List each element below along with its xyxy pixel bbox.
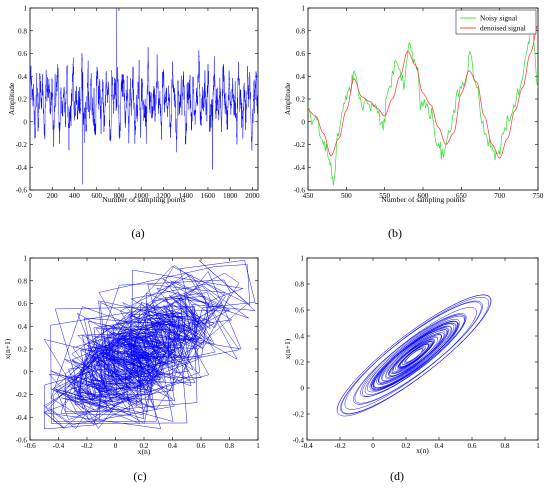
y-tick-label: -0.2 bbox=[293, 411, 305, 419]
panel-label: (a) bbox=[131, 226, 144, 240]
x-tick-label: 200 bbox=[47, 192, 58, 200]
x-tick-label: 1800 bbox=[223, 192, 238, 200]
panel-b: 450 500 550 600 650 700 750 -0.6 -0.4 -0.2 0 0.2 0.4… bbox=[283, 5, 544, 241]
y-tick-label: -0.2 bbox=[294, 141, 306, 149]
y-tick-label: -0.4 bbox=[16, 164, 28, 172]
y-tick-label: 0.4 bbox=[296, 73, 305, 81]
x-tick-label: -0.4 bbox=[53, 442, 65, 450]
y-axis-label: Amplitude bbox=[7, 82, 16, 115]
y-tick-label: 0.6 bbox=[18, 50, 27, 58]
y-tick-label: 0.2 bbox=[296, 96, 305, 104]
x-tick-label: 800 bbox=[114, 192, 125, 200]
x-tick-label: 0.6 bbox=[468, 442, 477, 450]
panel-d: -0.4 -0.2 0 0.2 0.4 0.6 0.8 1 -0.4 -0.2 0 0.2 0.4 0.6… bbox=[283, 255, 540, 484]
x-tick-label: 2000 bbox=[245, 192, 260, 200]
y-tick-label: -0.6 bbox=[294, 187, 306, 195]
x-axis-label: Number of sampling points bbox=[381, 195, 464, 204]
y-tick-label: -0.4 bbox=[294, 164, 306, 172]
x-tick-label: 0 bbox=[28, 192, 32, 200]
y-tick-label: 1 bbox=[23, 255, 27, 263]
x-tick-label: 0.6 bbox=[197, 442, 206, 450]
y-tick-label: 0.2 bbox=[295, 359, 304, 367]
y-tick-label: -0.6 bbox=[16, 187, 28, 195]
y-tick-label: 0.6 bbox=[295, 307, 304, 315]
x-tick-label: 400 bbox=[69, 192, 80, 200]
panel-label: (b) bbox=[388, 226, 402, 240]
y-tick-label: 0.8 bbox=[18, 277, 27, 285]
x-tick-label: 1 bbox=[256, 442, 260, 450]
x-axis-label: Number of sampling points bbox=[102, 195, 185, 204]
x-tick-label: 650 bbox=[456, 192, 467, 200]
y-tick-label: 0 bbox=[23, 368, 27, 376]
y-tick-label: 0.8 bbox=[18, 27, 27, 35]
noisy-signal-line bbox=[308, 21, 538, 186]
denoised-phase-trajectory bbox=[336, 294, 492, 417]
x-tick-label: 700 bbox=[494, 192, 505, 200]
x-tick-label: 0.2 bbox=[140, 442, 149, 450]
x-tick-label: 0.4 bbox=[168, 442, 177, 450]
x-tick-label: -0.2 bbox=[334, 442, 346, 450]
denoised-signal-line bbox=[308, 24, 538, 159]
y-tick-label: 0 bbox=[300, 385, 304, 393]
y-tick-label: 0.4 bbox=[295, 333, 304, 341]
x-axis-label: x(n) bbox=[416, 446, 429, 455]
y-tick-label: 0.8 bbox=[295, 281, 304, 289]
x-tick-label: 600 bbox=[418, 192, 429, 200]
x-tick-label: 0.4 bbox=[435, 442, 444, 450]
x-tick-label: 1 bbox=[536, 442, 540, 450]
x-tick-label: 1600 bbox=[201, 192, 216, 200]
y-tick-label: 0.8 bbox=[296, 27, 305, 35]
panel-c: -0.6 -0.4 -0.2 0 0.2 0.4 0.6 0.8 1 -0.6 -0.4 -0.2 0 0… bbox=[3, 255, 260, 484]
y-tick-label: 0 bbox=[301, 118, 305, 126]
y-tick-label: 0.4 bbox=[18, 323, 27, 331]
y-tick-label: 0.2 bbox=[18, 96, 27, 104]
x-tick-label: 1400 bbox=[179, 192, 194, 200]
y-tick-label: -0.4 bbox=[293, 437, 305, 445]
x-tick-label: 500 bbox=[341, 192, 352, 200]
y-tick-label: -0.6 bbox=[16, 437, 28, 445]
y-tick-label: -0.2 bbox=[16, 391, 28, 399]
plot-frame bbox=[29, 7, 259, 191]
panel-label: (c) bbox=[133, 469, 146, 483]
panel-a: 0 200 400 600 800 1000 1200 1400 1600 1800 2000 -0.… bbox=[7, 5, 260, 241]
x-tick-label: -0.6 bbox=[24, 442, 36, 450]
plot-frame bbox=[307, 7, 539, 191]
plot-frame bbox=[306, 257, 539, 441]
y-axis-label: x(n+1) bbox=[3, 338, 12, 359]
y-tick-label: 0.6 bbox=[296, 50, 305, 58]
x-tick-label: 750 bbox=[533, 192, 544, 200]
y-axis-label: x(n+1) bbox=[283, 338, 292, 359]
y-tick-label: 0.6 bbox=[18, 300, 27, 308]
x-tick-label: -0.4 bbox=[301, 442, 313, 450]
signal-series-line bbox=[30, 8, 258, 185]
y-tick-label: 0.2 bbox=[18, 346, 27, 354]
y-tick-label: -0.2 bbox=[16, 141, 28, 149]
x-tick-label: 0 bbox=[371, 442, 375, 450]
x-tick-label: 0.2 bbox=[402, 442, 411, 450]
panel-label: (d) bbox=[390, 469, 404, 483]
legend-entry: Noisy signal bbox=[480, 14, 517, 23]
y-tick-label: 0.4 bbox=[18, 73, 27, 81]
phase-space-trajectory bbox=[43, 260, 256, 430]
x-tick-label: 550 bbox=[379, 192, 390, 200]
y-tick-label: 1 bbox=[300, 255, 304, 263]
x-tick-label: 450 bbox=[303, 192, 314, 200]
x-tick-label: 1000 bbox=[134, 192, 149, 200]
y-tick-label: -0.4 bbox=[16, 414, 28, 422]
x-tick-label: 600 bbox=[91, 192, 102, 200]
y-axis-label: Amplitude bbox=[283, 82, 292, 115]
x-tick-label: 0.8 bbox=[225, 442, 234, 450]
x-tick-label: -0.2 bbox=[81, 442, 93, 450]
x-axis-label: x(n) bbox=[138, 447, 151, 456]
legend-box bbox=[455, 9, 537, 35]
y-tick-label: 1 bbox=[301, 5, 305, 13]
y-tick-label: 1 bbox=[23, 5, 27, 13]
y-tick-label: 0 bbox=[23, 118, 27, 126]
x-tick-label: 1200 bbox=[156, 192, 171, 200]
x-tick-label: 0 bbox=[114, 442, 118, 450]
x-tick-label: 0.8 bbox=[501, 442, 510, 450]
legend-entry: denoised signal bbox=[480, 24, 526, 33]
